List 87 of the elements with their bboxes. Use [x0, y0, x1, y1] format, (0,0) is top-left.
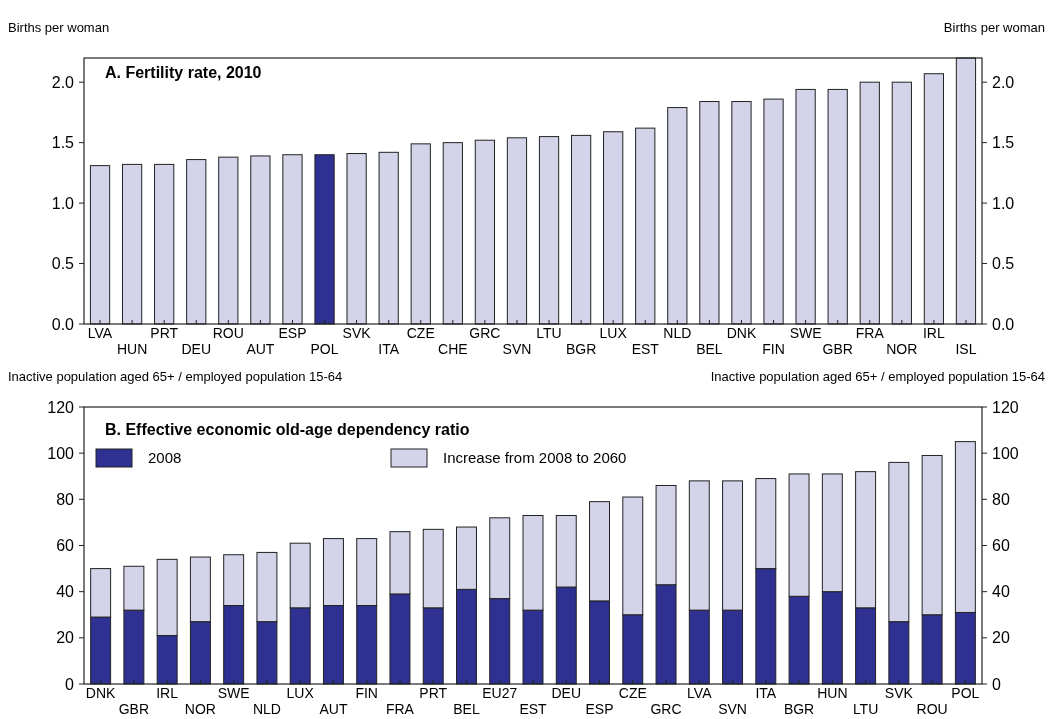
y-tick-label: 1.0 — [51, 194, 75, 212]
x-tick-label: ISL — [955, 341, 977, 357]
y-tick-label: 1.5 — [51, 134, 75, 152]
x-tick-label: ROU — [916, 701, 948, 717]
y-tick-label: 0 — [65, 675, 75, 693]
x-tick-label: GBR — [822, 341, 853, 357]
x-tick-label: IRL — [156, 685, 179, 701]
y2-axis-title: Births per woman — [943, 20, 1045, 35]
y2-tick-label: 80 — [992, 490, 1010, 508]
x-tick-label: NOR — [886, 341, 918, 357]
x-tick-label: DEU — [551, 685, 582, 701]
x-tick-label: SWE — [217, 685, 250, 701]
x-tick-label: BGR — [565, 341, 597, 357]
y-tick-label: 0.0 — [51, 315, 75, 333]
x-tick-label: POL — [310, 341, 339, 357]
x-tick-label: FRA — [855, 325, 885, 341]
x-tick-label: NLD — [663, 325, 692, 341]
x-tick-label: LUX — [599, 325, 628, 341]
y-tick-label: 60 — [56, 537, 75, 555]
x-tick-label: LTU — [536, 325, 562, 341]
y2-tick-label: 0 — [992, 675, 1001, 693]
x-tick-label: LUX — [286, 685, 315, 701]
x-tick-label: NLD — [252, 701, 281, 717]
x-tick-label: ITA — [755, 685, 777, 701]
x-tick-label: ROU — [212, 325, 244, 341]
y2-tick-label: 40 — [992, 583, 1010, 601]
x-tick-label: EST — [631, 341, 660, 357]
y-tick-label: 20 — [56, 629, 75, 647]
x-tick-label: CHE — [438, 341, 468, 357]
x-tick-label: LTU — [852, 701, 879, 717]
x-tick-label: IRL — [922, 325, 945, 341]
x-tick-label: AUT — [319, 701, 348, 717]
x-tick-label: AUT — [246, 341, 275, 357]
x-tick-label: DNK — [85, 685, 117, 701]
y2-tick-label: 2.0 — [992, 73, 1015, 91]
text: B. Effective economic old-age dependency ratio — [105, 421, 470, 438]
y-tick-label: 100 — [47, 444, 75, 462]
x-tick-label: NOR — [184, 701, 216, 717]
y-tick-label: 2.0 — [51, 73, 75, 91]
y2-tick-label: 20 — [992, 629, 1010, 647]
y-tick-label: 0.5 — [51, 255, 75, 273]
y2-tick-label: 100 — [992, 444, 1019, 462]
x-tick-label: EU27 — [482, 685, 518, 701]
y-tick-label: 80 — [56, 490, 75, 508]
x-tick-label: ESP — [278, 325, 307, 341]
y2-tick-label: 0.5 — [992, 255, 1015, 273]
x-tick-label: GRC — [469, 325, 501, 341]
x-tick-label: HUN — [116, 341, 148, 357]
x-tick-label: HUN — [817, 685, 848, 701]
x-tick-label: LVA — [87, 325, 113, 341]
x-tick-label: SVK — [884, 685, 914, 701]
x-tick-label: PRT — [150, 325, 179, 341]
x-tick-label: CZE — [618, 685, 647, 701]
x-tick-label: DEU — [181, 341, 212, 357]
legend-label: Increase from 2008 to 2060 — [443, 449, 627, 467]
x-tick-label: GRC — [650, 701, 682, 717]
x-tick-label: BEL — [696, 341, 723, 357]
chart-title: A. Fertility rate, 2010 — [105, 64, 262, 81]
x-tick-label: FIN — [355, 685, 378, 701]
x-tick-label: EST — [519, 701, 548, 717]
x-tick-label: POL — [951, 685, 980, 701]
legend-label: 2008 — [148, 449, 182, 467]
y2-tick-label: 1.0 — [992, 194, 1015, 212]
y2-tick-label: 120 — [992, 398, 1019, 416]
x-tick-label: DNK — [726, 325, 757, 341]
x-tick-label: LVA — [687, 685, 713, 701]
x-tick-label: FRA — [385, 701, 415, 717]
x-tick-label: PRT — [419, 685, 448, 701]
y2-tick-label: 0.0 — [992, 315, 1015, 333]
y2-tick-label: 60 — [992, 537, 1010, 555]
x-tick-label: SVN — [718, 701, 747, 717]
x-tick-label: BEL — [453, 701, 480, 717]
y-axis-title: Births per woman — [8, 20, 110, 35]
x-tick-label: ITA — [378, 341, 400, 357]
x-tick-label: BGR — [783, 701, 815, 717]
y-tick-label: 40 — [56, 583, 75, 601]
x-tick-label: FIN — [762, 341, 785, 357]
x-tick-label: SVK — [342, 325, 372, 341]
x-tick-label: ESP — [585, 701, 614, 717]
y2-axis-title: Inactive population aged 65+ / employed population 15-64 — [710, 369, 1045, 384]
x-tick-label: CZE — [406, 325, 435, 341]
x-tick-label: GBR — [118, 701, 150, 717]
y-tick-label: 120 — [47, 398, 75, 416]
y-axis-title: Inactive population aged 65+ / employed population 15-64 — [8, 369, 343, 384]
x-tick-label: SVN — [502, 341, 532, 357]
y2-tick-label: 1.5 — [992, 134, 1015, 152]
x-tick-label: SWE — [789, 325, 822, 341]
